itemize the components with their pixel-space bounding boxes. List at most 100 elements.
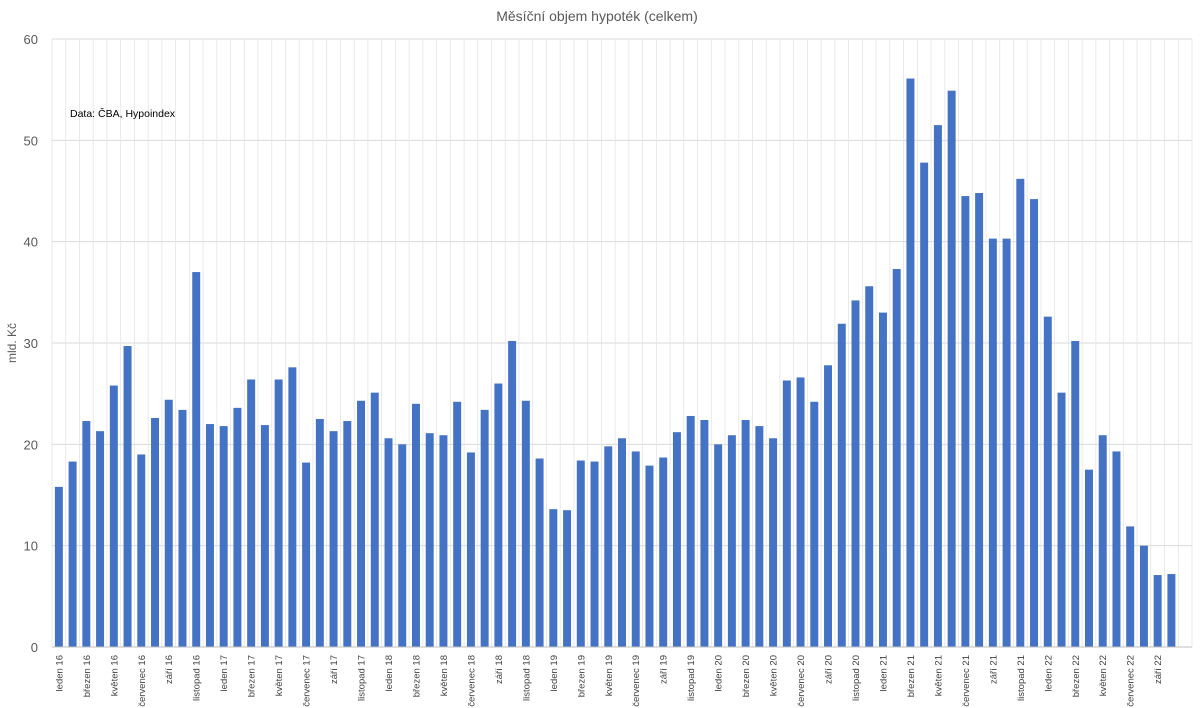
bar xyxy=(947,90,956,648)
bar xyxy=(453,401,462,647)
bar xyxy=(1153,575,1162,647)
bar xyxy=(878,312,887,647)
bar xyxy=(357,400,366,647)
bar xyxy=(906,78,915,647)
bar xyxy=(137,454,146,647)
bar xyxy=(810,401,819,647)
bar xyxy=(892,269,901,647)
bar xyxy=(1043,316,1052,647)
bar xyxy=(96,431,105,647)
bar xyxy=(535,458,544,647)
source-note: Data: ČBA, Hypoindex xyxy=(70,107,176,120)
bar xyxy=(54,486,63,647)
bar xyxy=(1016,178,1025,647)
bar xyxy=(151,417,159,647)
bar xyxy=(123,346,132,647)
bar xyxy=(288,367,297,647)
bar xyxy=(205,424,214,647)
bar xyxy=(700,420,709,647)
x-tick-label: květen 21 xyxy=(933,655,944,696)
bar xyxy=(68,461,77,647)
bar xyxy=(398,444,407,647)
bar xyxy=(645,465,654,647)
bar xyxy=(494,383,503,647)
y-tick-label: 30 xyxy=(24,336,38,351)
bar xyxy=(178,409,187,647)
bar xyxy=(672,432,681,647)
x-tick-label: leden 20 xyxy=(714,655,725,691)
x-tick-label: listopad 18 xyxy=(521,655,532,701)
x-tick-label: březen 21 xyxy=(906,655,917,697)
x-tick-label: leden 17 xyxy=(219,655,230,691)
bar xyxy=(590,461,599,647)
bar xyxy=(563,510,572,647)
bar xyxy=(824,365,833,647)
bar xyxy=(1030,199,1039,647)
y-tick-label: 20 xyxy=(24,437,38,452)
bar xyxy=(988,238,997,648)
bar xyxy=(851,300,860,647)
bar xyxy=(920,162,929,648)
x-tick-label: září 19 xyxy=(659,655,670,684)
bar xyxy=(343,421,352,647)
bar xyxy=(370,392,379,647)
x-tick-label: leden 21 xyxy=(878,655,889,691)
bar xyxy=(933,125,942,648)
bar xyxy=(466,452,475,647)
x-tick-label: červenec 20 xyxy=(796,655,807,707)
bar xyxy=(247,379,256,647)
bar xyxy=(521,400,530,647)
x-tick-label: červenec 22 xyxy=(1126,655,1137,707)
bar xyxy=(1126,526,1135,647)
bar xyxy=(315,419,324,647)
bar xyxy=(631,451,640,647)
x-tick-label: listopad 19 xyxy=(686,655,697,701)
bar xyxy=(659,457,668,647)
x-tick-label: září 20 xyxy=(824,655,835,684)
bar xyxy=(1071,340,1080,647)
bars xyxy=(54,78,1176,648)
bar xyxy=(1085,469,1093,647)
bar xyxy=(727,435,736,647)
bar xyxy=(961,196,970,648)
x-tick-label: leden 19 xyxy=(549,655,560,691)
x-tick-label: září 18 xyxy=(494,655,505,684)
x-tick-label: září 21 xyxy=(988,655,999,684)
x-tick-label: březen 20 xyxy=(741,655,752,697)
x-tick-label: listopad 21 xyxy=(1016,655,1027,701)
bar xyxy=(164,399,173,647)
x-tick-label: červenec 17 xyxy=(302,655,313,707)
bar xyxy=(82,421,91,647)
x-tick-label: květen 20 xyxy=(769,655,780,696)
x-tick-label: červenec 21 xyxy=(961,655,972,707)
chart-title: Měsíční objem hypoték (celkem) xyxy=(496,8,698,24)
bar xyxy=(686,415,695,647)
bar xyxy=(796,377,805,647)
x-tick-label: březen 17 xyxy=(247,655,258,697)
x-tick-label: květen 19 xyxy=(604,655,615,696)
bar xyxy=(439,435,448,647)
y-axis-label: mld. Kč xyxy=(5,323,19,363)
x-tick-label: leden 16 xyxy=(54,655,65,691)
x-tick-label: leden 22 xyxy=(1043,655,1054,691)
x-tick-label: září 16 xyxy=(164,655,175,684)
x-tick-label: leden 18 xyxy=(384,655,395,691)
bar xyxy=(741,420,750,647)
y-tick-label: 50 xyxy=(24,133,38,148)
x-axis-ticks: leden 16 březen 16 květen 16 červenec 16 zář… xyxy=(54,655,1164,707)
y-axis-ticks: 0 10 20 30 40 50 60 xyxy=(24,32,38,655)
bar xyxy=(604,446,613,647)
bar xyxy=(618,438,626,647)
bar xyxy=(508,340,517,647)
x-tick-label: září 17 xyxy=(329,655,340,684)
bar xyxy=(782,380,791,647)
bar xyxy=(329,431,338,647)
x-tick-label: březen 19 xyxy=(576,655,587,697)
bar xyxy=(1057,392,1066,647)
bar xyxy=(837,323,846,647)
bar xyxy=(549,509,558,647)
x-tick-label: listopad 20 xyxy=(851,655,862,701)
y-tick-label: 40 xyxy=(24,235,38,250)
x-tick-label: listopad 17 xyxy=(357,655,368,701)
x-tick-label: červenec 18 xyxy=(466,655,477,707)
